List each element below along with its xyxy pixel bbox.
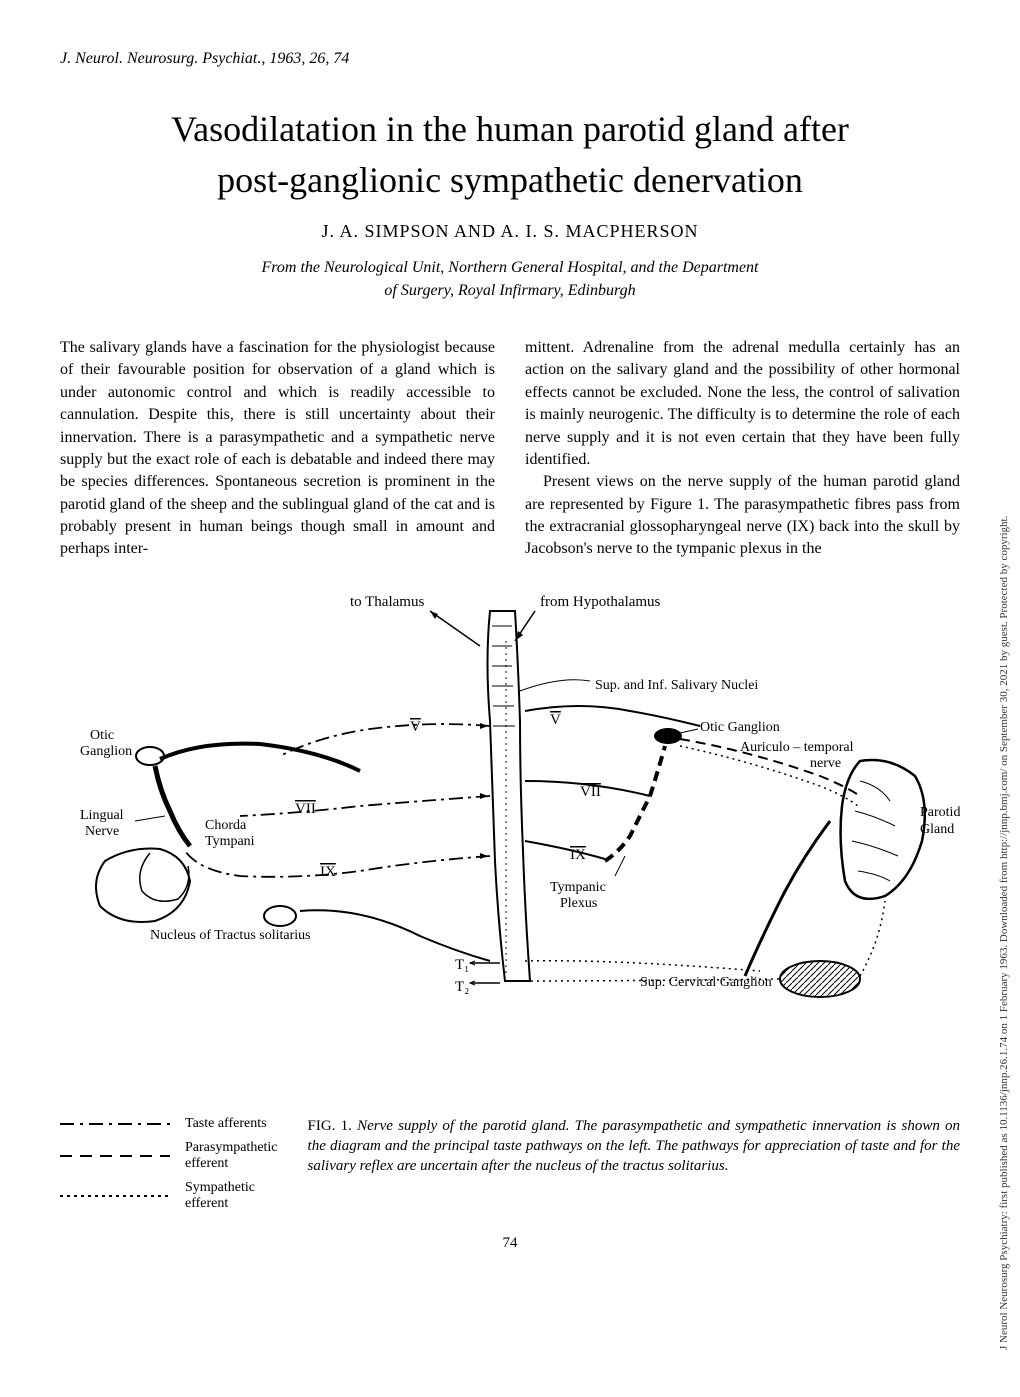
col2-para2: Present views on the nerve supply of the…: [525, 471, 960, 561]
legend-para: Parasympathetic efferent: [60, 1140, 278, 1172]
roman-v-right: V: [550, 712, 561, 728]
label-lingual: Lingual: [80, 808, 124, 823]
journal-reference: J. Neurol. Neurosurg. Psychiat., 1963, 2…: [60, 50, 960, 68]
legend-label-taste: Taste afferents: [185, 1116, 267, 1132]
legend-symp: Sympathetic efferent: [60, 1180, 278, 1212]
legend-swatch-dashdot: [60, 1123, 170, 1125]
authors: J. A. SIMPSON AND A. I. S. MACPHERSON: [60, 221, 960, 242]
label-plexus: Plexus: [560, 896, 597, 911]
legend-taste: Taste afferents: [60, 1116, 278, 1132]
label-ganglion-left: Ganglion: [80, 744, 132, 759]
label-chorda: Chorda: [205, 818, 247, 833]
body-columns: The salivary glands have a fascination f…: [60, 337, 960, 561]
page-number: 74: [60, 1235, 960, 1252]
nerve-diagram: to Thalamus from Hypothalamus Sup. and I…: [60, 581, 960, 1101]
column-right: mittent. Adrenaline from the adrenal med…: [525, 337, 960, 561]
label-gland: Gland: [920, 822, 954, 837]
col2-para1: mittent. Adrenaline from the adrenal med…: [525, 337, 960, 471]
label-from-hypothalamus: from Hypothalamus: [540, 594, 661, 610]
roman-ix-left: IX: [320, 864, 336, 880]
legend-swatch-dot: [60, 1195, 170, 1197]
affiliation-line1: From the Neurological Unit, Northern Gen…: [262, 259, 759, 276]
label-auriculo-temporal: Auriculo – temporal: [740, 740, 854, 755]
col1-para1: The salivary glands have a fascination f…: [60, 337, 495, 561]
affiliation-line2: of Surgery, Royal Infirmary, Edinburgh: [384, 282, 635, 299]
label-t2: T₂: [455, 979, 469, 995]
label-otic-ganglion-right: Otic Ganglion: [700, 720, 780, 735]
article-title-line1: Vasodilatation in the human parotid glan…: [60, 108, 960, 151]
label-auriculo-temporal-nerve: nerve: [810, 756, 841, 771]
roman-v-left: V: [410, 719, 421, 735]
column-left: The salivary glands have a fascination f…: [60, 337, 495, 561]
legend-label-para: Parasympathetic efferent: [185, 1140, 278, 1172]
label-to-thalamus: to Thalamus: [350, 594, 424, 610]
figure-caption-text: Nerve supply of the parotid gland. The p…: [308, 1118, 960, 1175]
figure-label: FIG. 1.: [308, 1118, 352, 1134]
label-otic-left: Otic: [90, 728, 114, 743]
label-tympanic: Tympanic: [550, 880, 606, 895]
label-sup-cervical: Sup. Cervical Ganglion: [640, 975, 772, 990]
label-tympani: Tympani: [205, 834, 255, 849]
article-title-line2: post-ganglionic sympathetic denervation: [60, 159, 960, 201]
label-t1: T₁: [455, 957, 469, 973]
side-watermark: J Neurol Neurosurg Psychiatry: first pub…: [998, 50, 1010, 1350]
label-nucleus-tractus: Nucleus of Tractus solitarius: [150, 928, 311, 943]
label-parotid: Parotid: [920, 805, 960, 820]
figure-caption: FIG. 1. Nerve supply of the parotid glan…: [308, 1116, 960, 1177]
affiliation: From the Neurological Unit, Northern Gen…: [60, 257, 960, 302]
label-salivary-nuclei: Sup. and Inf. Salivary Nuclei: [595, 678, 758, 693]
figure-legend-and-caption: Taste afferents Parasympathetic efferent…: [60, 1116, 960, 1220]
figure-1: to Thalamus from Hypothalamus Sup. and I…: [60, 581, 960, 1220]
legend: Taste afferents Parasympathetic efferent…: [60, 1116, 278, 1220]
roman-ix-right: IX: [570, 847, 586, 863]
legend-label-symp: Sympathetic efferent: [185, 1180, 278, 1212]
legend-swatch-dash: [60, 1155, 170, 1157]
roman-vii-right: VII: [580, 784, 601, 800]
roman-vii-left: VII: [295, 801, 316, 817]
label-nerve: Nerve: [85, 824, 119, 839]
